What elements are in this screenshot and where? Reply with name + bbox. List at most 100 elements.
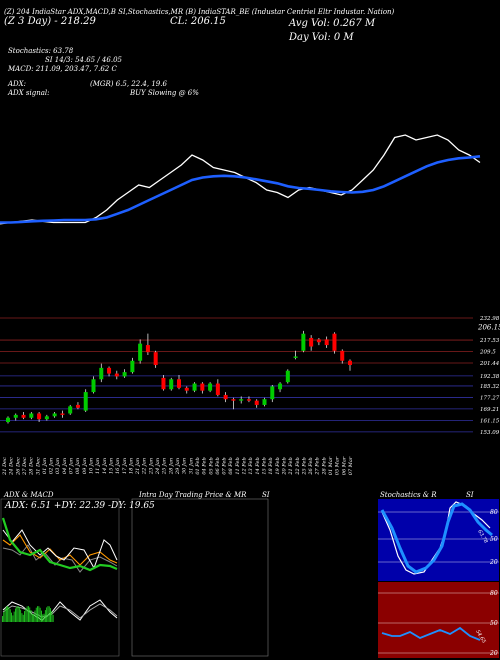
x-tick-label: 25 Jan [162,458,168,475]
macd-histogram-bar [35,607,37,622]
macd-histogram-bar [39,607,41,622]
x-tick-label: 27 Dec [22,457,28,476]
macd-histogram-bar [38,606,40,622]
x-tick-label: 26 Dec [15,457,21,476]
macd-histogram-bar [46,607,48,622]
macd-histogram-bar [9,609,11,622]
candle [239,396,244,404]
x-tick-label: 21 Dec [2,457,8,476]
close-small: (Z 3 Day) - 218.29 [4,16,96,27]
x-tick-label: 19 Feb [275,457,281,474]
x-tick-label: 02 Jan [49,458,55,474]
candle [332,332,337,354]
x-tick-label: 08 Feb [228,457,234,474]
intraday-panel-frame [131,498,269,657]
x-tick-label: 23 Jan [148,458,154,475]
candle [340,349,345,364]
macd-histogram-bar [18,607,20,622]
stoch-level-label: 20 [489,559,498,566]
macd-histogram-bar [17,606,19,622]
x-tick-label: 25 Feb [301,457,307,475]
x-tick-label: 07 Jan [69,458,75,474]
candle [246,396,251,403]
macd-histogram-bar [41,610,42,622]
current-price-label: 206.15 [477,323,500,331]
candle [215,379,220,397]
macd-histogram-bar [34,610,36,622]
x-tick-label: 26 Feb [308,457,314,475]
candle [60,410,65,418]
x-tick-label: 24 Jan [155,458,161,475]
x-tick-label: 03 Jan [55,458,61,474]
macd-white-line [2,599,118,621]
candle [138,339,143,364]
candle [13,413,18,421]
x-tick-label: 31 Jan [188,458,194,474]
macd-histogram-bar [16,606,18,622]
x-tick-label: 08 Jan [75,458,81,474]
x-tick-label: 01 Jan [42,458,48,474]
x-tick-label: 18 Jan [128,458,134,474]
buy-signal: BUY Slowing @ 6% [130,89,199,97]
candle [122,369,127,378]
intraday-panel-si: SI [262,491,270,499]
x-tick-label: 14 Jan [102,458,108,474]
candle [130,357,135,374]
x-tick-label: 15 Feb [262,457,268,474]
stoch-panel-si: SI [466,491,474,499]
x-tick-label: 21 Feb [288,457,294,475]
macd-histogram-bar [33,614,35,622]
macd-histogram-bar [43,613,45,622]
x-tick-label: 29 Jan [175,458,181,475]
x-tick-label: 27 Feb [315,457,321,475]
macd-histogram-bar [11,612,12,622]
adx-white-line [2,529,118,570]
adx-panel-title: ADX & MACD [4,491,54,499]
candle [324,336,329,348]
x-tick-label: 06 Feb [215,457,221,474]
x-tick-label: 05 Mar [335,456,341,475]
x-tick-label: 11 Feb [235,457,241,474]
candle [37,412,42,423]
candle [301,330,306,353]
candle [270,384,275,403]
candle [99,363,104,383]
y-tick-label: 169.21 [480,407,499,413]
candle [145,333,150,356]
x-tick-label: 15 Jan [108,458,114,474]
macd-histogram-bar [25,608,27,622]
macd-histogram-bar [4,608,6,622]
rsi-level-label: 80 [490,590,498,597]
x-tick-label: 16 Jan [115,458,121,474]
x-tick-label: 01 Feb [195,457,201,474]
macd-histogram-bar [12,615,14,622]
macd-histogram-bar [24,611,25,622]
x-tick-label: 14 Feb [255,457,261,474]
macd-histogram-bar [7,606,9,622]
x-tick-label: 07 Feb [222,457,228,474]
x-tick-label: 17 Jan [122,458,128,474]
x-tick-label: 24 Dec [9,457,15,476]
candle [6,416,10,424]
candle [161,375,166,391]
adx-signal-label: ADX signal: [8,89,50,97]
macd-histogram-bar [15,608,16,622]
macd-histogram-bar [29,607,31,622]
y-tick-label: 161.15 [480,418,500,424]
candle [169,377,174,391]
candle [285,369,290,384]
macd-histogram-bar [21,613,23,622]
stochastics-readout: Stochastics: 63.78 [8,47,74,55]
x-tick-label: 09 Jan [82,458,88,474]
adx-panel-frame [0,498,120,657]
candle [68,404,73,415]
x-tick-label: 04 Jan [62,458,68,474]
x-tick-label: 28 Jan [168,458,174,475]
candle [231,397,236,410]
macd-histogram-bar [13,611,15,622]
x-tick-label: 30 Jan [182,458,188,474]
macd-histogram-bar [26,606,28,622]
x-tick-label: 18 Feb [268,457,274,474]
adx-values: (MGR) 6.5, 22.4, 19.6 [90,80,167,88]
